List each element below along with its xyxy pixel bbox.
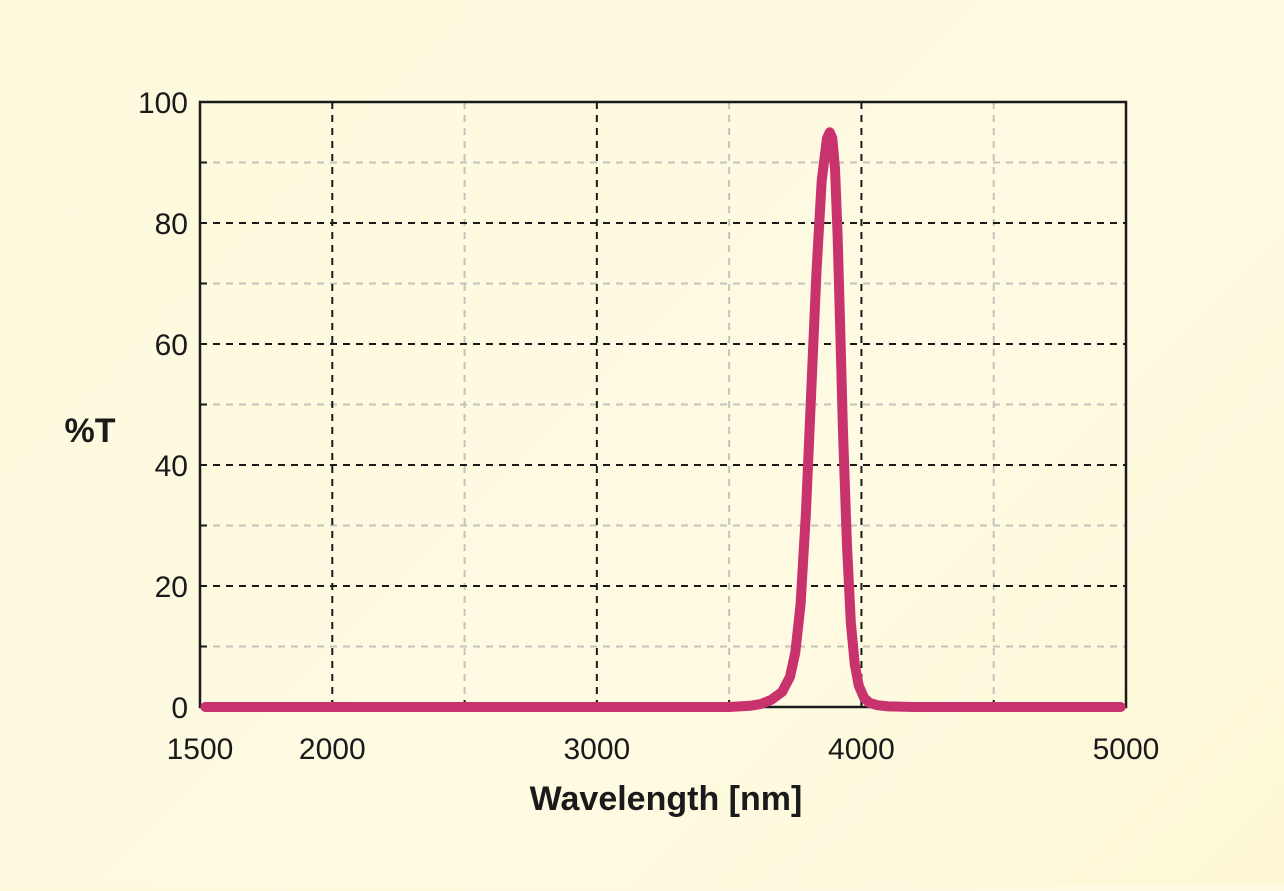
y-tick-label-20: 20 bbox=[155, 571, 188, 604]
axis-ticks bbox=[199, 101, 1127, 708]
x-tick-label-1500: 1500 bbox=[167, 733, 234, 766]
x-axis-title: Wavelength [nm] bbox=[530, 780, 803, 818]
y-tick-label-40: 40 bbox=[155, 450, 188, 483]
y-tick-label-100: 100 bbox=[138, 87, 188, 120]
x-tick-label-4000: 4000 bbox=[828, 733, 895, 766]
tick-labels: 0 20 40 60 80 100 1500 2000 3000 4000 5000 bbox=[138, 87, 1159, 766]
plot-frame bbox=[198, 100, 1128, 709]
grid-lines bbox=[200, 102, 1126, 707]
series-line-0 bbox=[200, 127, 1126, 712]
x-tick-label-5000: 5000 bbox=[1093, 733, 1160, 766]
x-tick-label-3000: 3000 bbox=[563, 733, 630, 766]
series-layer bbox=[200, 127, 1126, 712]
y-tick-label-0: 0 bbox=[171, 692, 188, 725]
y-tick-label-80: 80 bbox=[155, 208, 188, 241]
y-axis-title: %T bbox=[65, 412, 116, 450]
x-tick-label-2000: 2000 bbox=[299, 733, 366, 766]
y-tick-label-60: 60 bbox=[155, 329, 188, 362]
